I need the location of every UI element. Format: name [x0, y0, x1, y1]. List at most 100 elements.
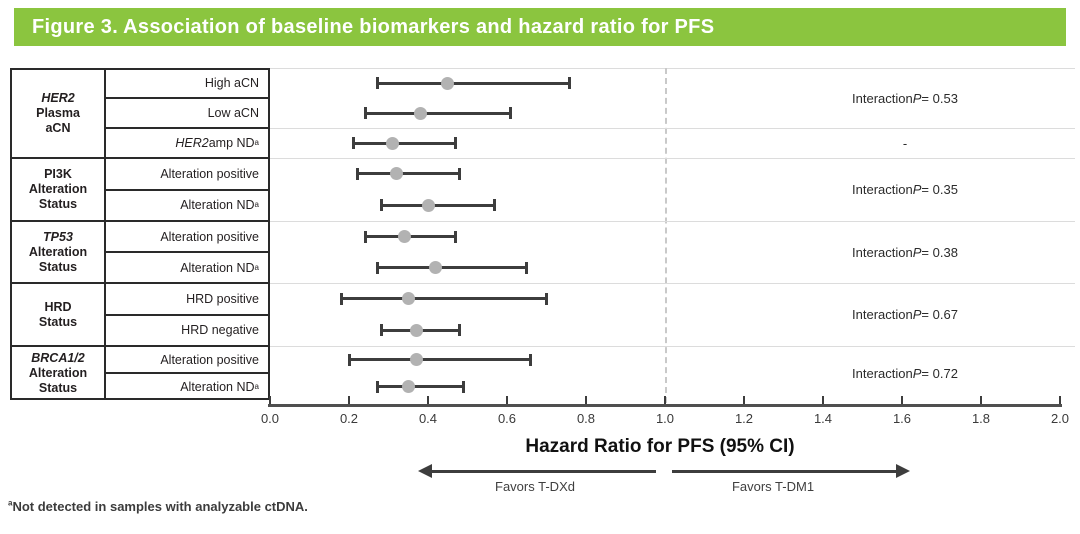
ci-cap-right: [457, 324, 461, 337]
group-label: HER2 Plasma aCN: [12, 68, 104, 158]
ci-bar: [364, 111, 511, 115]
axis-tick-label: 2.0: [1050, 411, 1070, 426]
axis-tick-label: 1.0: [655, 411, 675, 426]
ci-cap-right: [508, 107, 512, 119]
interaction-p-label: -: [902, 135, 908, 151]
axis-tick-label: 1.2: [734, 411, 754, 426]
ci-cap-left: [375, 380, 379, 393]
row-label: Alteration positive: [160, 166, 259, 181]
band-separator: [270, 283, 1075, 284]
group-label-line: Status: [38, 380, 78, 395]
subrow-separator: [105, 251, 270, 253]
axis-tick: [269, 396, 271, 404]
interaction-p-label: Interaction P = 0.53: [852, 90, 958, 106]
group-label-line: aCN: [45, 120, 71, 135]
ci-cap-right: [453, 230, 457, 243]
figure-title-bar: Figure 3. Association of baseline biomar…: [14, 8, 1066, 46]
row-label: Alteration ND a: [180, 260, 259, 275]
right-arrowhead-icon: [896, 464, 910, 478]
axis-tick: [901, 396, 903, 404]
table-border: [10, 68, 270, 400]
group-label-line: Status: [38, 197, 78, 211]
subrow-separator: [105, 97, 270, 99]
ci-bar: [356, 172, 460, 176]
ci-bar: [376, 385, 464, 388]
right-arrow-line: [672, 469, 900, 473]
band-separator: [270, 221, 1075, 222]
axis-tick: [506, 396, 508, 404]
ci-cap-left: [355, 167, 359, 180]
ci-cap-right: [461, 380, 465, 393]
ci-cap-right: [544, 292, 548, 305]
footnote-marker: a: [8, 498, 13, 508]
row-label: HRD positive: [186, 291, 259, 306]
ci-cap-left: [375, 77, 379, 89]
ci-cap-left: [379, 324, 383, 337]
row-label: Low aCN: [207, 106, 259, 120]
row-label: HRD negative: [181, 323, 259, 338]
point-estimate-dot: [401, 292, 415, 306]
group-label-line: HER2: [41, 90, 75, 105]
axis-tick: [980, 396, 982, 404]
group-label-line: Alteration: [28, 182, 88, 196]
axis-tick-label: 0.6: [497, 411, 517, 426]
axis-tick-label: 0.2: [339, 411, 359, 426]
favors-left-arrow: [418, 464, 656, 478]
point-estimate-dot: [385, 136, 399, 150]
figure-title: Figure 3. Association of baseline biomar…: [32, 15, 715, 38]
ci-cap-left: [348, 353, 351, 366]
point-estimate-dot: [421, 198, 435, 212]
group-label-line: PI3K: [44, 167, 72, 181]
axis-tick-label: 1.6: [892, 411, 912, 426]
row-label: Alteration positive: [160, 229, 259, 244]
point-estimate-dot: [441, 76, 455, 90]
interaction-p-label: Interaction P = 0.72: [852, 365, 958, 381]
ci-bar: [376, 266, 527, 269]
group-label: BRCA1/2 Alteration Status: [12, 346, 104, 400]
ci-cap-left: [363, 107, 367, 119]
ci-cap-left: [363, 230, 367, 243]
ci-bar: [352, 141, 456, 145]
group-separator: [10, 345, 270, 347]
ci-bar: [376, 81, 571, 85]
favors-right-label: Favors T-DM1: [731, 479, 815, 494]
axis-tick-label: 1.8: [971, 411, 991, 426]
group-label: HRD Status: [12, 283, 104, 346]
footnote: aNot detected in samples with analyzable…: [8, 499, 308, 514]
left-arrowhead-icon: [418, 464, 432, 478]
row-label: Alteration positive: [160, 352, 259, 367]
favors-left-label: Favors T-DXd: [495, 479, 575, 494]
row-label: Alteration ND a: [180, 198, 259, 213]
axis-tick: [585, 396, 587, 404]
footnote-text: Not detected in samples with analyzable …: [12, 499, 308, 514]
axis-tick-label: 0.4: [418, 411, 438, 426]
reference-line: [665, 68, 667, 403]
row-label: HER2 amp ND a: [175, 136, 259, 150]
group-label-line: Status: [38, 314, 78, 329]
ci-cap-left: [379, 199, 383, 212]
axis-tick: [1059, 396, 1061, 404]
axis-tick: [348, 396, 350, 404]
group-label: TP53 Alteration Status: [12, 221, 104, 283]
ci-cap-right: [493, 199, 497, 212]
x-axis: [268, 404, 1062, 407]
band-separator: [270, 128, 1075, 129]
group-label-line: Alteration: [28, 244, 88, 259]
ci-bar: [341, 297, 547, 301]
point-estimate-dot: [397, 230, 411, 243]
ci-bar: [380, 203, 496, 207]
axis-tick: [664, 396, 666, 404]
group-separator: [10, 157, 270, 159]
interaction-p-label: Interaction P = 0.35: [852, 182, 958, 197]
point-estimate-dot: [409, 353, 423, 366]
interaction-p-label: Interaction P = 0.38: [852, 244, 958, 260]
group-label: PI3K Alteration Status: [12, 158, 104, 221]
ci-cap-right: [568, 77, 572, 89]
axis-tick-label: 0.0: [260, 411, 280, 426]
subrow-separator: [105, 313, 270, 316]
group-label-line: Plasma: [36, 105, 80, 120]
subrow-separator: [105, 188, 270, 191]
band-separator: [270, 158, 1075, 159]
